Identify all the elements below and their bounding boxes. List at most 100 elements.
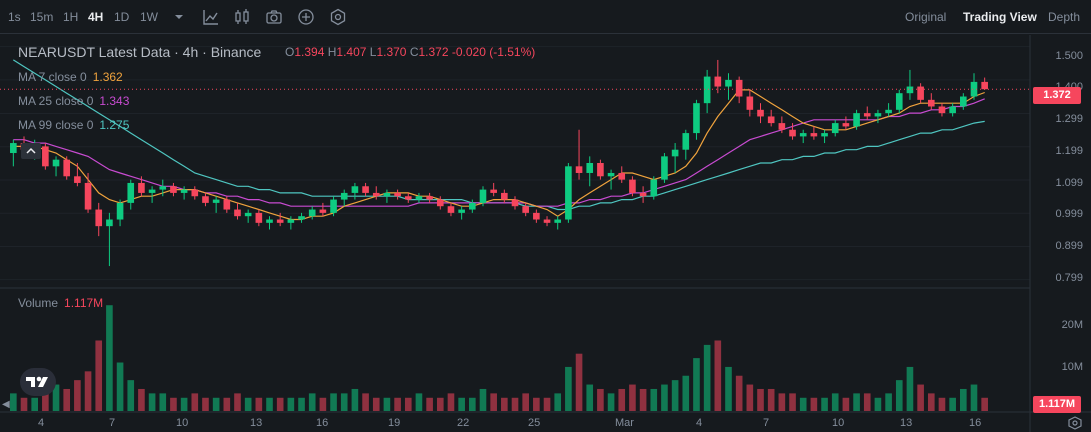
chevron-down-icon[interactable] bbox=[170, 8, 188, 26]
candle-body bbox=[223, 199, 231, 210]
candle-body bbox=[458, 209, 465, 213]
indicator-icon[interactable] bbox=[202, 8, 220, 26]
scroll-left-icon[interactable]: ◀ bbox=[2, 399, 10, 410]
volume-bar bbox=[436, 397, 444, 411]
candle-body bbox=[746, 96, 754, 110]
volume-bar bbox=[960, 388, 967, 411]
candle-body bbox=[607, 172, 615, 177]
candle-body bbox=[874, 113, 882, 117]
candle-body bbox=[821, 133, 828, 137]
candle-body bbox=[682, 133, 690, 150]
ma7-legend[interactable]: MA 7 close 0 1.362 bbox=[18, 70, 123, 84]
collapse-legend-button[interactable] bbox=[21, 143, 41, 159]
candle-body bbox=[853, 113, 860, 127]
candle-body bbox=[650, 179, 658, 197]
candle-body bbox=[180, 189, 188, 193]
volume-bar bbox=[938, 397, 946, 411]
volume-bar bbox=[191, 393, 199, 411]
volume-bar bbox=[266, 397, 273, 411]
view-tab-original[interactable]: Original bbox=[905, 10, 947, 24]
volume-bar bbox=[383, 397, 391, 411]
candle-body bbox=[148, 189, 156, 193]
candle-body bbox=[938, 106, 946, 114]
volume-bar bbox=[778, 393, 786, 411]
volume-bar bbox=[789, 393, 796, 411]
candle-body bbox=[981, 81, 988, 90]
volume-bar bbox=[639, 388, 647, 411]
candle-body bbox=[565, 166, 572, 220]
volume-bar bbox=[746, 384, 754, 411]
view-tab-depth[interactable]: Depth bbox=[1048, 10, 1081, 24]
ma99-value: 1.275 bbox=[99, 118, 130, 132]
volume-bar bbox=[469, 397, 476, 411]
volume-bar bbox=[31, 397, 38, 411]
volume-bar bbox=[287, 397, 295, 411]
view-tab-trading-view[interactable]: Trading View bbox=[963, 10, 1037, 24]
volume-legend: Volume 1.117M bbox=[18, 296, 103, 310]
candle-body bbox=[436, 199, 444, 207]
price-tick: 1.500 bbox=[1055, 50, 1083, 62]
timeframe-4h[interactable]: 4H bbox=[88, 10, 104, 24]
price-tick: 1.099 bbox=[1055, 177, 1083, 189]
candle-body bbox=[554, 219, 562, 223]
volume-bar bbox=[629, 384, 636, 411]
volume-bar bbox=[586, 384, 594, 411]
tradingview-logo[interactable] bbox=[20, 368, 56, 396]
candle-body bbox=[266, 219, 273, 223]
volume-bar bbox=[52, 384, 60, 411]
candle-body bbox=[330, 199, 337, 213]
candle-body bbox=[372, 192, 380, 197]
candle-body bbox=[106, 219, 113, 227]
candle-body bbox=[63, 159, 71, 177]
volume-bar bbox=[223, 397, 231, 411]
time-tick: 4 bbox=[38, 417, 45, 429]
volume-bar bbox=[84, 371, 92, 411]
low-value: 1.370 bbox=[376, 45, 407, 59]
hexagon-settings-icon[interactable] bbox=[329, 8, 347, 26]
volume-bar bbox=[597, 388, 604, 411]
volume-bar bbox=[20, 397, 28, 411]
timeframe-1d[interactable]: 1D bbox=[114, 10, 130, 24]
volume-bar bbox=[543, 397, 551, 411]
open-value: 1.394 bbox=[294, 45, 325, 59]
volume-bar bbox=[885, 393, 892, 411]
timeframe-15m[interactable]: 15m bbox=[30, 10, 54, 24]
volume-bar bbox=[234, 393, 241, 411]
candle-settings-icon[interactable] bbox=[233, 8, 251, 26]
candle-body bbox=[426, 196, 433, 200]
timeframe-1w[interactable]: 1W bbox=[140, 10, 158, 24]
volume-bar bbox=[447, 393, 455, 411]
volume-bar bbox=[981, 397, 988, 411]
ma99-legend[interactable]: MA 99 close 0 1.275 bbox=[18, 118, 129, 132]
high-value: 1.407 bbox=[336, 45, 367, 59]
timeframe-1s[interactable]: 1s bbox=[8, 10, 21, 24]
time-tick: 16 bbox=[969, 417, 982, 429]
candle-body bbox=[84, 182, 92, 210]
price-chart[interactable] bbox=[0, 35, 1091, 432]
ma25-legend[interactable]: MA 25 close 0 1.343 bbox=[18, 94, 129, 108]
chart-settings-icon[interactable] bbox=[1067, 416, 1083, 430]
candle-body bbox=[767, 116, 775, 124]
time-tick: 7 bbox=[109, 417, 116, 429]
ma25-label: MA 25 close 0 bbox=[18, 94, 94, 108]
volume-bar bbox=[501, 397, 508, 411]
volume-bar bbox=[426, 397, 433, 411]
time-tick: 10 bbox=[176, 417, 189, 429]
candle-body bbox=[511, 199, 519, 207]
plus-circle-icon[interactable] bbox=[297, 8, 315, 26]
volume-bar bbox=[127, 380, 135, 411]
time-tick: 4 bbox=[696, 417, 703, 429]
timeframe-1h[interactable]: 1H bbox=[63, 10, 79, 24]
candle-body bbox=[917, 86, 924, 100]
camera-icon[interactable] bbox=[265, 8, 283, 26]
tradingview-logo-icon bbox=[26, 376, 48, 387]
candle-body bbox=[340, 192, 348, 200]
ma99-label: MA 99 close 0 bbox=[18, 118, 94, 132]
candle-body bbox=[618, 172, 626, 180]
candle-body bbox=[703, 76, 711, 104]
volume-bar bbox=[148, 393, 156, 411]
candle-body bbox=[842, 123, 850, 127]
candle-body bbox=[276, 219, 284, 223]
volume-bar bbox=[180, 397, 188, 411]
candle-body bbox=[693, 103, 700, 134]
